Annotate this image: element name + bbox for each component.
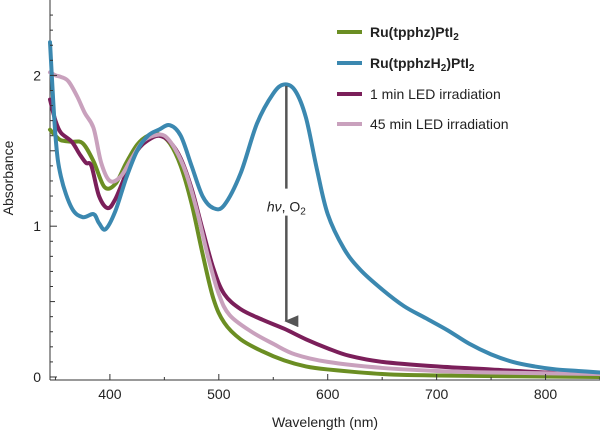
x-tick-label: 400 — [98, 386, 122, 402]
legend-label: 1 min LED irradiation — [370, 86, 501, 102]
plot-frame — [49, 0, 600, 381]
legend-label-part: 2 — [469, 63, 475, 74]
series-line-45-min-led — [48, 70, 600, 376]
y-axis: 0 1 2 Absorbance — [0, 14, 57, 385]
legend-item-ru-tpphz-pti2: Ru(tpphz)PtI2 — [337, 24, 459, 43]
series-layer — [48, 40, 600, 379]
x-axis-title: Wavelength (nm) — [272, 414, 378, 430]
irradiation-label-part: 2 — [300, 206, 306, 217]
series-line-ru-tpphz-pti2 — [48, 127, 600, 379]
x-tick-label: 800 — [534, 386, 558, 402]
legend-label-part: 2 — [441, 63, 447, 74]
y-tick-label: 1 — [33, 218, 41, 234]
legend-item-45-min-led: 45 min LED irradiation — [337, 116, 509, 132]
legend-label-part: 1 min LED irradiation — [370, 86, 501, 102]
y-tick-label: 0 — [33, 369, 41, 385]
irradiation-label: hν, O2 — [267, 199, 306, 218]
irradiation-label-part: , O — [282, 199, 301, 215]
legend-label: Ru(tpphz)PtI2 — [370, 24, 459, 43]
annotation-layer: hν, O2 — [267, 85, 306, 328]
x-tick-label: 500 — [207, 386, 231, 402]
legend-label-part: Ru(tpphzH — [370, 55, 441, 71]
y-tick-label: 2 — [33, 67, 41, 83]
legend-item-1-min-led: 1 min LED irradiation — [337, 86, 501, 102]
series-line-1-min-led — [48, 97, 600, 376]
legend-item-ru-tpphzh2-pti2: Ru(tpphzH2)PtI2 — [337, 55, 475, 74]
series-line-ru-tpphzh2-pti2 — [48, 40, 600, 375]
irradiation-label-part: hν — [267, 199, 282, 215]
legend-label: 45 min LED irradiation — [370, 116, 509, 132]
y-axis-title: Absorbance — [0, 140, 16, 215]
legend-label-part: Ru(tpphz)PtI — [370, 24, 453, 40]
legend-label-part: )PtI — [446, 55, 469, 71]
legend-label-part: 45 min LED irradiation — [370, 116, 509, 132]
x-tick-label: 600 — [316, 386, 340, 402]
legend-label: Ru(tpphzH2)PtI2 — [370, 55, 475, 74]
legend-label-part: 2 — [453, 32, 459, 43]
x-axis: 400 500 600 700 800 Wavelength (nm) — [54, 374, 600, 430]
x-tick-label: 700 — [425, 386, 449, 402]
